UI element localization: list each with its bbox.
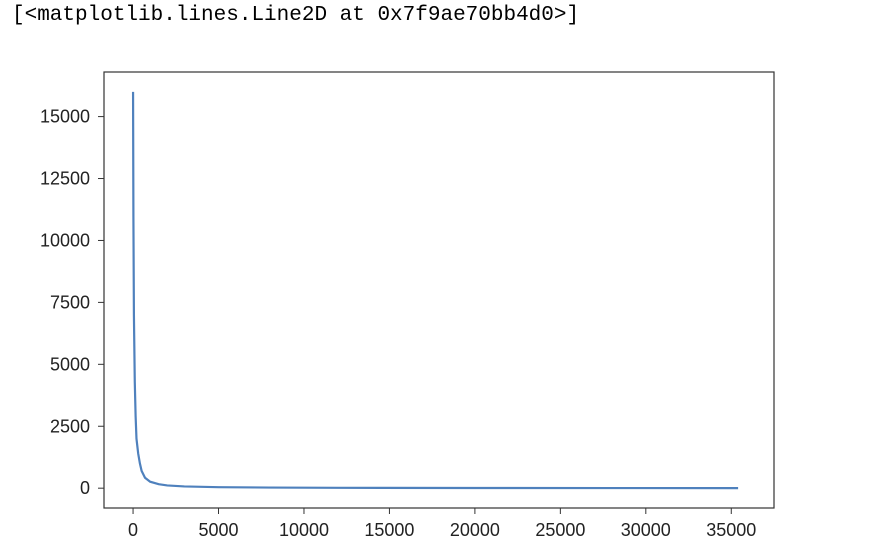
cell-output-repr: [<matplotlib.lines.Line2D at 0x7f9ae70bb… bbox=[12, 4, 580, 27]
y-tick-label: 12500 bbox=[40, 169, 90, 189]
axis-ticks: 0 5000 10000 15000 20000 25000 30000 35000 0 2500… bbox=[40, 107, 756, 540]
y-tick-label: 10000 bbox=[40, 230, 90, 250]
x-tick-label: 30000 bbox=[621, 520, 671, 540]
x-tick-label: 10000 bbox=[279, 520, 329, 540]
x-tick-label: 15000 bbox=[364, 520, 414, 540]
y-tick-label: 2500 bbox=[50, 416, 90, 436]
x-tick-label: 25000 bbox=[535, 520, 585, 540]
plot-area bbox=[103, 71, 775, 509]
y-tick-label: 7500 bbox=[50, 292, 90, 312]
x-tick-label: 0 bbox=[128, 520, 138, 540]
y-tick-label: 0 bbox=[80, 478, 90, 498]
x-tick-label: 20000 bbox=[450, 520, 500, 540]
y-tick-label: 5000 bbox=[50, 354, 90, 374]
x-tick-label: 35000 bbox=[706, 520, 756, 540]
x-tick-label: 5000 bbox=[198, 520, 238, 540]
data-series-line bbox=[131, 91, 739, 490]
y-tick-label: 15000 bbox=[40, 107, 90, 127]
